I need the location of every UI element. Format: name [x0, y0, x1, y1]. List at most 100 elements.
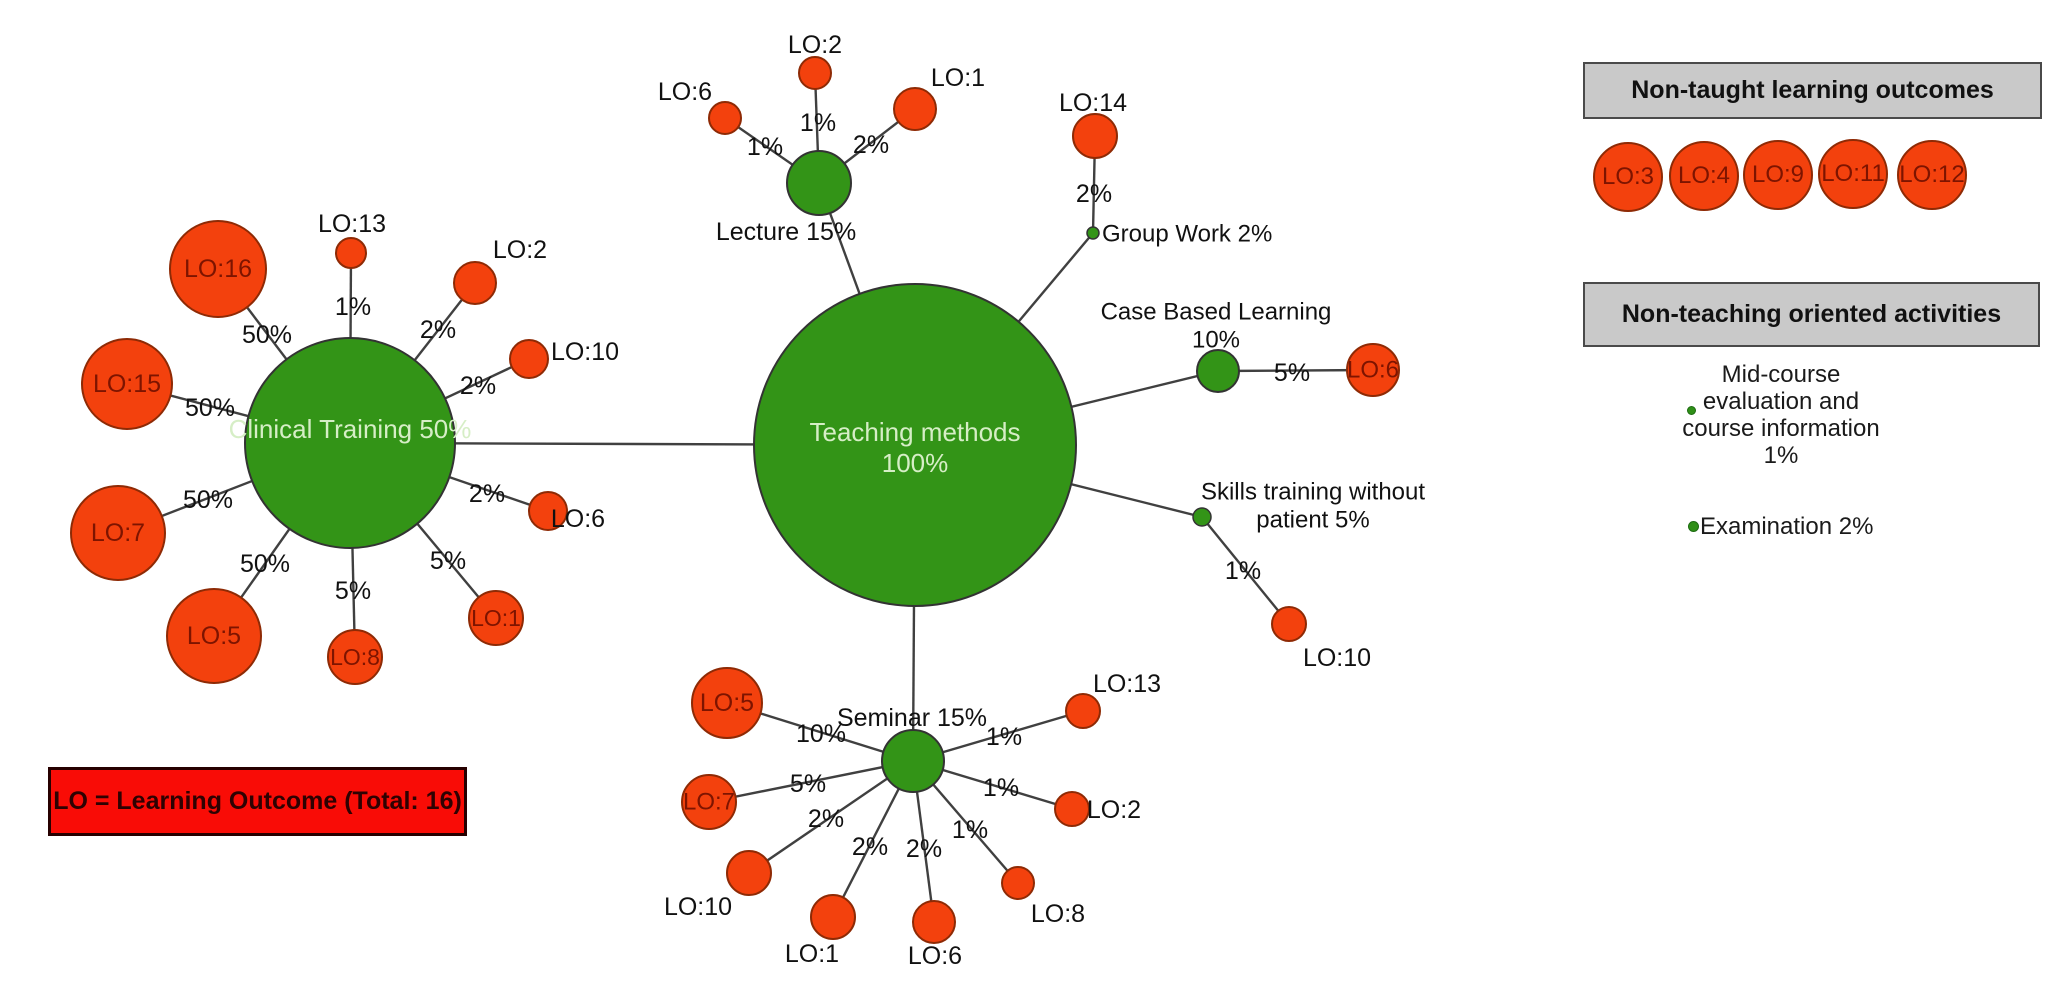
label-10: 10%	[1192, 327, 1240, 354]
node-c7-lo-7	[70, 485, 166, 581]
node-l1-lo-1	[893, 87, 937, 131]
label-1: 1%	[335, 293, 371, 321]
label-1: 1%	[952, 816, 988, 844]
label-1: 1%	[800, 109, 836, 137]
label-lo-5: LO:5	[187, 622, 241, 650]
node-lecture-lecture-15	[786, 150, 852, 216]
node-seminar-seminar-15	[881, 729, 945, 793]
midcourse-line: 1%	[1763, 442, 1799, 469]
label-lo-6: LO:6	[1347, 357, 1399, 384]
node-m1-lo-1	[810, 894, 856, 940]
node-groupwork-group-work-2	[1086, 226, 1100, 240]
non-taught-lo-circle: LO:4	[1669, 141, 1739, 211]
label-lo-7: LO:7	[683, 789, 735, 816]
label-2: 2%	[853, 131, 889, 159]
node-cbl-case-based-learning-10	[1196, 349, 1240, 393]
label-lo-2: LO:2	[1087, 796, 1141, 824]
label-50: 50%	[185, 394, 235, 422]
node-m10-lo-10	[726, 850, 772, 896]
non-teaching-activities-header: Non-teaching oriented activities	[1583, 282, 2040, 347]
label-lo-13: LO:13	[1093, 670, 1161, 698]
node-cb6-lo-6	[1346, 343, 1400, 397]
non-taught-lo-circle: LO:3	[1593, 142, 1663, 212]
label-1: 1%	[983, 774, 1019, 802]
label-lo-8: LO:8	[1031, 900, 1085, 928]
label-group-work-2: Group Work 2%	[1102, 221, 1272, 248]
label-lo-10: LO:10	[664, 893, 732, 921]
label-50: 50%	[242, 321, 292, 349]
label-2: 2%	[1076, 180, 1112, 208]
label-lo-10: LO:10	[551, 338, 619, 366]
label-seminar-15: Seminar 15%	[837, 704, 987, 732]
node-s10-lo-10	[1271, 606, 1307, 642]
non-taught-outcomes-header: Non-taught learning outcomes	[1583, 62, 2042, 119]
node-m7-lo-7	[681, 774, 737, 830]
examination-dot-icon	[1688, 521, 1699, 532]
label-5: 5%	[1274, 359, 1310, 387]
label-lo-8: LO:8	[330, 644, 380, 670]
label-5: 5%	[335, 577, 371, 605]
label-1: 1%	[747, 133, 783, 161]
label-2: 2%	[852, 833, 888, 861]
label-2: 2%	[906, 835, 942, 863]
label-2: 2%	[469, 480, 505, 508]
node-c2-lo-2	[453, 261, 497, 305]
node-c8-lo-8	[327, 629, 383, 685]
label-lecture-15: Lecture 15%	[716, 218, 856, 246]
node-c16-lo-16	[169, 220, 267, 318]
midcourse-line: evaluation and	[1702, 388, 1860, 415]
label-2: 2%	[808, 805, 844, 833]
non-taught-lo-circle: LO:12	[1897, 140, 1967, 210]
label-10: 10%	[796, 720, 846, 748]
node-l2-lo-2	[798, 56, 832, 90]
label-skills-training-without: Skills training without	[1201, 479, 1425, 506]
label-lo-5: LO:5	[700, 689, 754, 717]
label-2: 2%	[460, 372, 496, 400]
node-c1-lo-1	[468, 590, 524, 646]
node-c6-lo-6	[528, 491, 568, 531]
node-l6-lo-6	[708, 101, 742, 135]
node-m5-lo-5	[691, 667, 763, 739]
label-1: 1%	[986, 723, 1022, 751]
node-m6-lo-6	[912, 900, 956, 944]
label-lo-7: LO:7	[91, 519, 145, 547]
label-teaching-methods: Teaching methods	[809, 417, 1020, 447]
non-taught-lo-circle: LO:11	[1818, 139, 1888, 209]
label-50: 50%	[183, 486, 233, 514]
node-c5-lo-5	[166, 588, 262, 684]
midcourse-dot-icon	[1687, 406, 1696, 415]
label-lo-15: LO:15	[93, 370, 161, 398]
midcourse-evaluation-entry: Mid-course evaluation and course informa…	[1656, 361, 1906, 469]
edge-seminar-m7	[708, 759, 914, 804]
label-lo-13: LO:13	[318, 210, 386, 238]
node-teaching-teaching-methods-100	[753, 283, 1077, 607]
label-lo-14: LO:14	[1059, 89, 1127, 117]
non-taught-lo-circle: LO:9	[1743, 140, 1813, 210]
examination-entry: Examination 2%	[1700, 513, 1874, 540]
label-patient-5: patient 5%	[1256, 507, 1369, 534]
node-clinical-clinical-training-50	[244, 337, 456, 549]
label-lo-6: LO:6	[658, 78, 712, 106]
label-lo-16: LO:16	[184, 255, 252, 283]
lo-abbreviation-legend: LO = Learning Outcome (Total: 16)	[48, 767, 467, 836]
midcourse-line: course information	[1682, 415, 1880, 442]
label-5: 5%	[430, 547, 466, 575]
label-lo-10: LO:10	[1303, 644, 1371, 672]
edge-seminar-m10	[748, 760, 914, 874]
label-lo-6: LO:6	[908, 942, 962, 970]
node-c13-lo-13	[335, 237, 367, 269]
node-m8-lo-8	[1001, 866, 1035, 900]
label-lo-1: LO:1	[931, 64, 985, 92]
label-2: 2%	[420, 316, 456, 344]
node-c15-lo-15	[81, 338, 173, 430]
node-m2-lo-2	[1054, 791, 1090, 827]
label-50: 50%	[240, 550, 290, 578]
label-case-based-learning: Case Based Learning	[1101, 299, 1332, 326]
label-lo-2: LO:2	[788, 31, 842, 59]
label-5: 5%	[790, 770, 826, 798]
node-skills-skills-training-without-patient-5	[1192, 507, 1212, 527]
label-100: 100%	[882, 448, 949, 478]
node-g14-lo-14	[1072, 113, 1118, 159]
label-1: 1%	[1225, 557, 1261, 585]
